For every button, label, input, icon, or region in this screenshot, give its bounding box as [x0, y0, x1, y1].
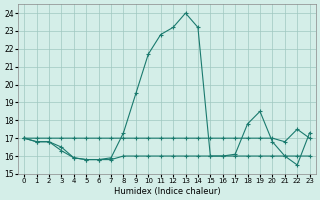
- X-axis label: Humidex (Indice chaleur): Humidex (Indice chaleur): [114, 187, 220, 196]
